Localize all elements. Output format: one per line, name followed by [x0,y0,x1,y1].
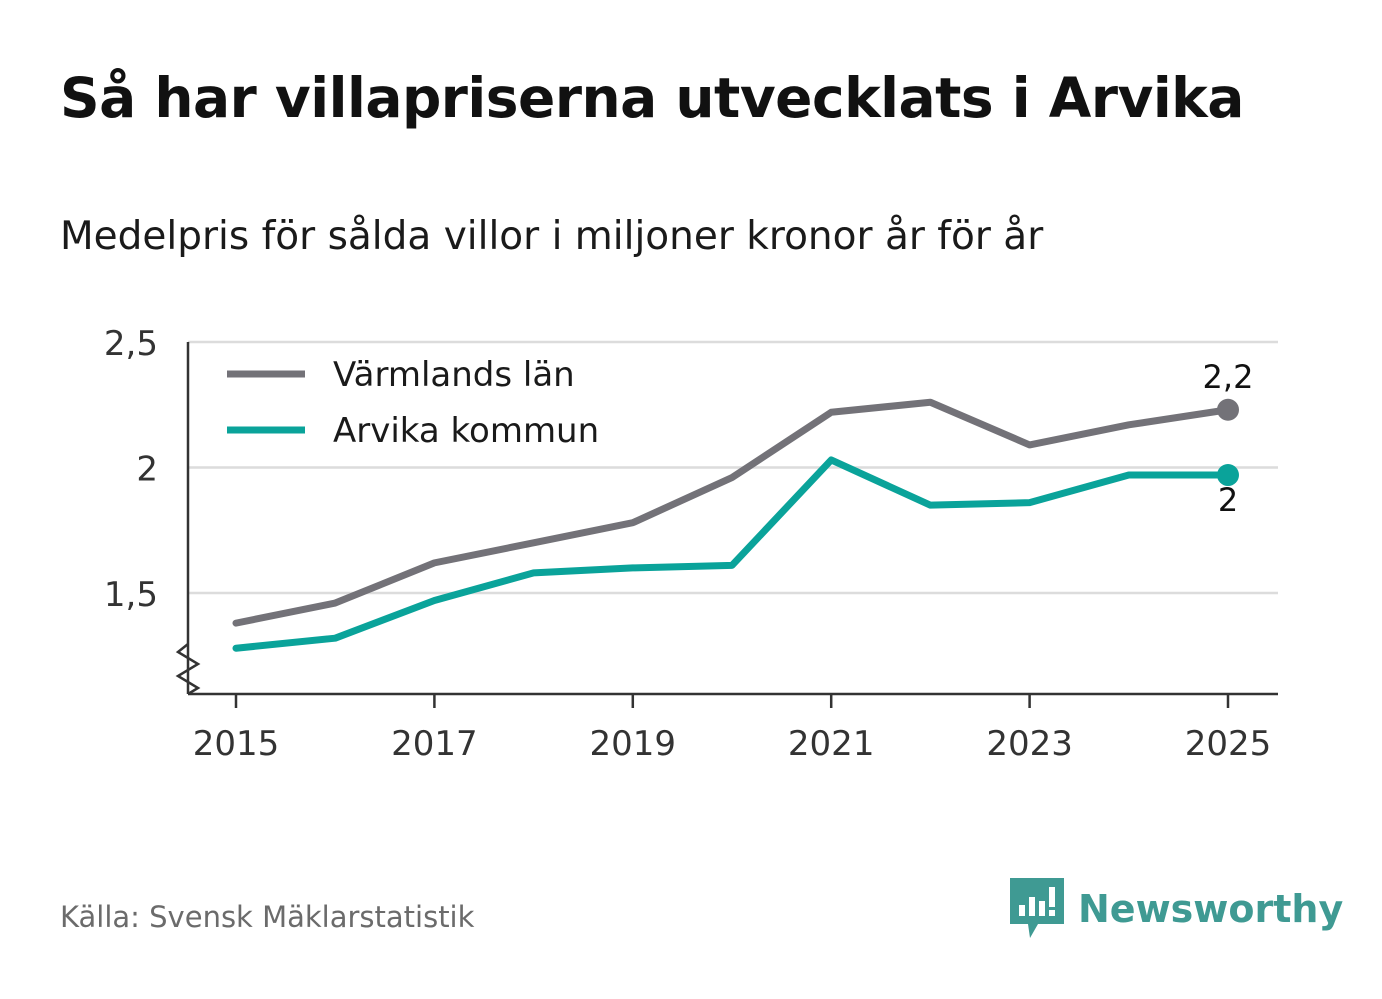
series-line-varmland [232,398,1232,627]
y-tick-label: 2,5 [104,324,158,364]
legend-box [212,348,627,466]
x-tick-label: 2017 [391,724,478,764]
brand-logo[interactable]: Newsworthy [1010,878,1343,940]
x-tick-label: 2023 [986,724,1073,764]
legend-label: Arvika kommun [333,411,599,451]
y-tick-label: 2 [136,450,158,490]
chart-title: Så har villapriserna utvecklats i Arvika [60,66,1244,130]
x-tick-label: 2021 [788,724,875,764]
series-line-arvika [232,456,1232,652]
brand-name: Newsworthy [1078,887,1344,931]
x-tick-label: 2015 [193,724,280,764]
x-tick-label: 2019 [590,724,677,764]
x-tick-label: 2025 [1185,724,1272,764]
series-end-label: 2,2 [1203,358,1254,396]
series-endpoint [1217,464,1239,487]
axis-break-mark [175,643,201,696]
series-endpoint [1217,398,1239,421]
legend-label: Värmlands län [333,355,575,395]
line-chart: 1,5 2 2,5 2015 2017 2019 2021 2023 2025 2,2 2 Värml… [104,324,1278,764]
chart-subtitle: Medelpris för sålda villor i miljoner kr… [60,214,1044,259]
series-end-label: 2 [1218,481,1238,519]
newsworthy-logo-icon [1010,878,1064,938]
y-tick-label: 1,5 [104,575,158,615]
source-note: Källa: Svensk Mäklarstatistik [60,900,475,934]
